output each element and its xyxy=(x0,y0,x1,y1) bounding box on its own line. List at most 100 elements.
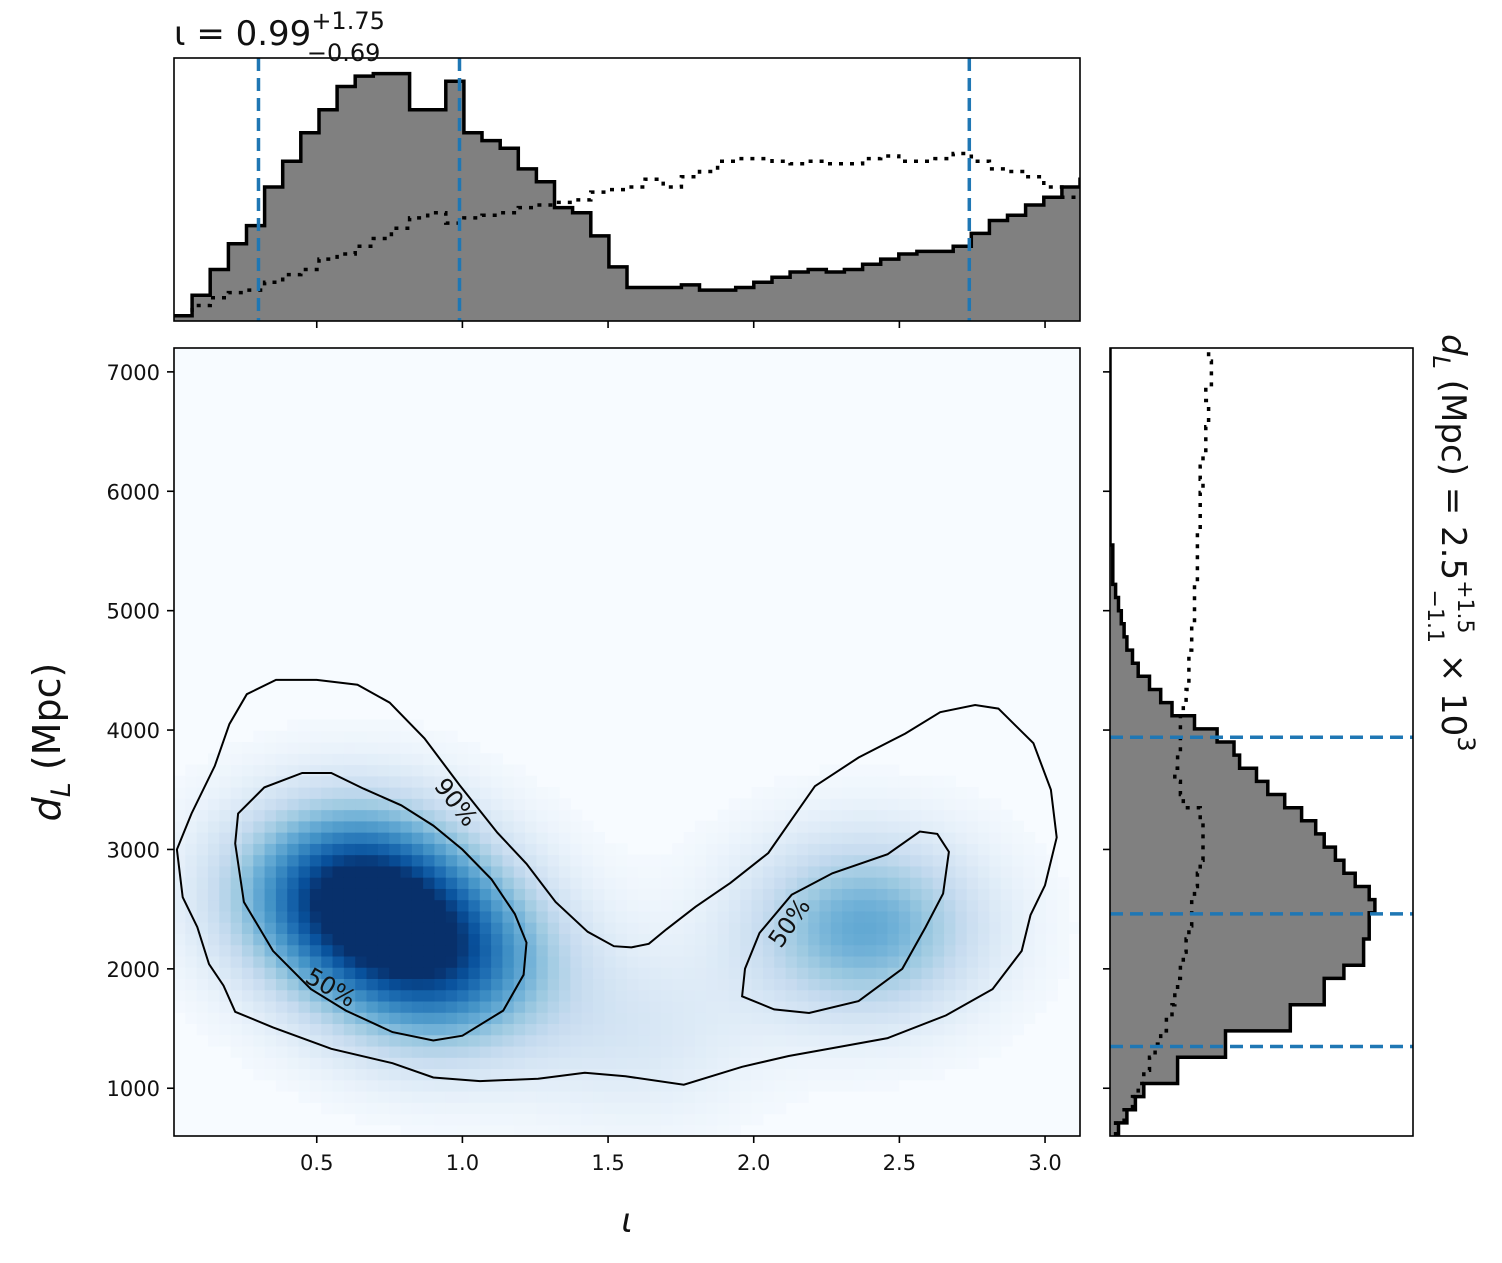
density-cell xyxy=(785,978,798,991)
density-cell xyxy=(298,865,311,878)
density-cell xyxy=(672,1023,685,1036)
density-cell xyxy=(298,1090,311,1103)
density-cell xyxy=(989,944,1002,957)
density-cell xyxy=(638,877,651,889)
density-cell xyxy=(457,820,470,833)
density-cell xyxy=(853,1045,866,1058)
iota-quantile-lines xyxy=(256,58,972,321)
density-cell xyxy=(196,1012,209,1025)
density-cell xyxy=(966,888,979,901)
density-cell xyxy=(185,1000,198,1013)
density-cell xyxy=(196,989,209,1002)
density-cell xyxy=(581,955,594,968)
density-cell xyxy=(819,832,832,844)
density-cell xyxy=(491,1045,504,1058)
density-cell xyxy=(479,1023,492,1036)
density-cell xyxy=(762,1012,775,1025)
density-cell xyxy=(400,753,413,766)
density-cell xyxy=(932,1057,945,1070)
density-cell xyxy=(230,933,243,946)
density-cell xyxy=(445,843,458,856)
density-cell xyxy=(842,967,855,979)
density-cell xyxy=(887,775,900,788)
density-cell xyxy=(989,933,1002,946)
density-cell xyxy=(796,1000,809,1013)
density-cell xyxy=(298,1034,311,1047)
density-cell xyxy=(264,753,277,766)
density-cell xyxy=(876,967,889,979)
density-cell xyxy=(751,955,764,968)
density-cell xyxy=(411,1113,424,1126)
density-cell xyxy=(864,798,877,811)
density-cell xyxy=(796,809,809,822)
density-cell xyxy=(321,1023,334,1036)
density-cell xyxy=(547,922,560,934)
density-cell xyxy=(910,888,923,901)
density-cell xyxy=(513,877,526,889)
density-cell xyxy=(604,1113,617,1126)
density-cell xyxy=(774,1090,787,1103)
density-cell xyxy=(411,1045,424,1058)
density-cell xyxy=(627,1124,639,1136)
density-cell xyxy=(196,888,209,901)
density-cell xyxy=(898,978,911,991)
density-cell xyxy=(343,888,356,901)
density-cell xyxy=(785,809,798,822)
density-cell xyxy=(932,1068,945,1081)
density-cell xyxy=(672,899,685,912)
density-cell xyxy=(275,843,288,856)
density-cell xyxy=(649,865,662,878)
density-cell xyxy=(298,809,311,822)
density-cell xyxy=(785,820,798,833)
density-cell xyxy=(343,787,356,799)
density-cell xyxy=(196,775,209,788)
density-cell xyxy=(309,922,322,934)
density-cell xyxy=(876,922,889,934)
density-cell xyxy=(694,1102,707,1115)
density-cell xyxy=(638,933,651,946)
density-cell xyxy=(762,910,775,923)
density-cell xyxy=(921,978,934,991)
density-cell xyxy=(502,843,515,856)
density-cell xyxy=(287,764,300,777)
density-cell xyxy=(502,933,515,946)
density-cell xyxy=(615,877,628,889)
density-cell xyxy=(309,1068,322,1081)
density-cell xyxy=(842,910,855,923)
density-cell xyxy=(389,787,402,799)
density-cell xyxy=(593,978,605,991)
density-cell xyxy=(910,1068,923,1081)
density-cell xyxy=(343,1045,356,1058)
density-cell xyxy=(842,922,855,934)
density-cell xyxy=(196,877,209,889)
density-cell xyxy=(694,933,707,946)
density-cell xyxy=(491,1124,504,1136)
density-cell xyxy=(275,877,288,889)
density-cell xyxy=(389,1090,402,1103)
density-cell xyxy=(536,910,549,923)
density-cell xyxy=(264,899,277,912)
density-cell xyxy=(740,809,753,822)
density-cell xyxy=(944,989,957,1002)
density-cell xyxy=(400,1102,413,1115)
density-cell xyxy=(762,933,775,946)
density-cell xyxy=(445,1034,458,1047)
density-cell xyxy=(774,978,787,991)
density-cell xyxy=(309,764,322,777)
density-cell xyxy=(457,764,470,777)
density-cell xyxy=(955,1034,968,1047)
density-cell xyxy=(570,933,583,946)
density-cell xyxy=(547,787,560,799)
density-cell xyxy=(525,910,537,923)
density-cell xyxy=(966,1023,979,1036)
density-cell xyxy=(694,1090,707,1103)
density-cell xyxy=(491,967,504,979)
density-cell xyxy=(309,899,322,912)
density-cell xyxy=(185,877,198,889)
density-cell xyxy=(275,730,288,743)
density-cell xyxy=(264,865,277,878)
density-cell xyxy=(570,899,583,912)
density-cell xyxy=(377,1090,390,1103)
density-cell xyxy=(694,1113,707,1126)
density-cell xyxy=(275,1034,288,1047)
